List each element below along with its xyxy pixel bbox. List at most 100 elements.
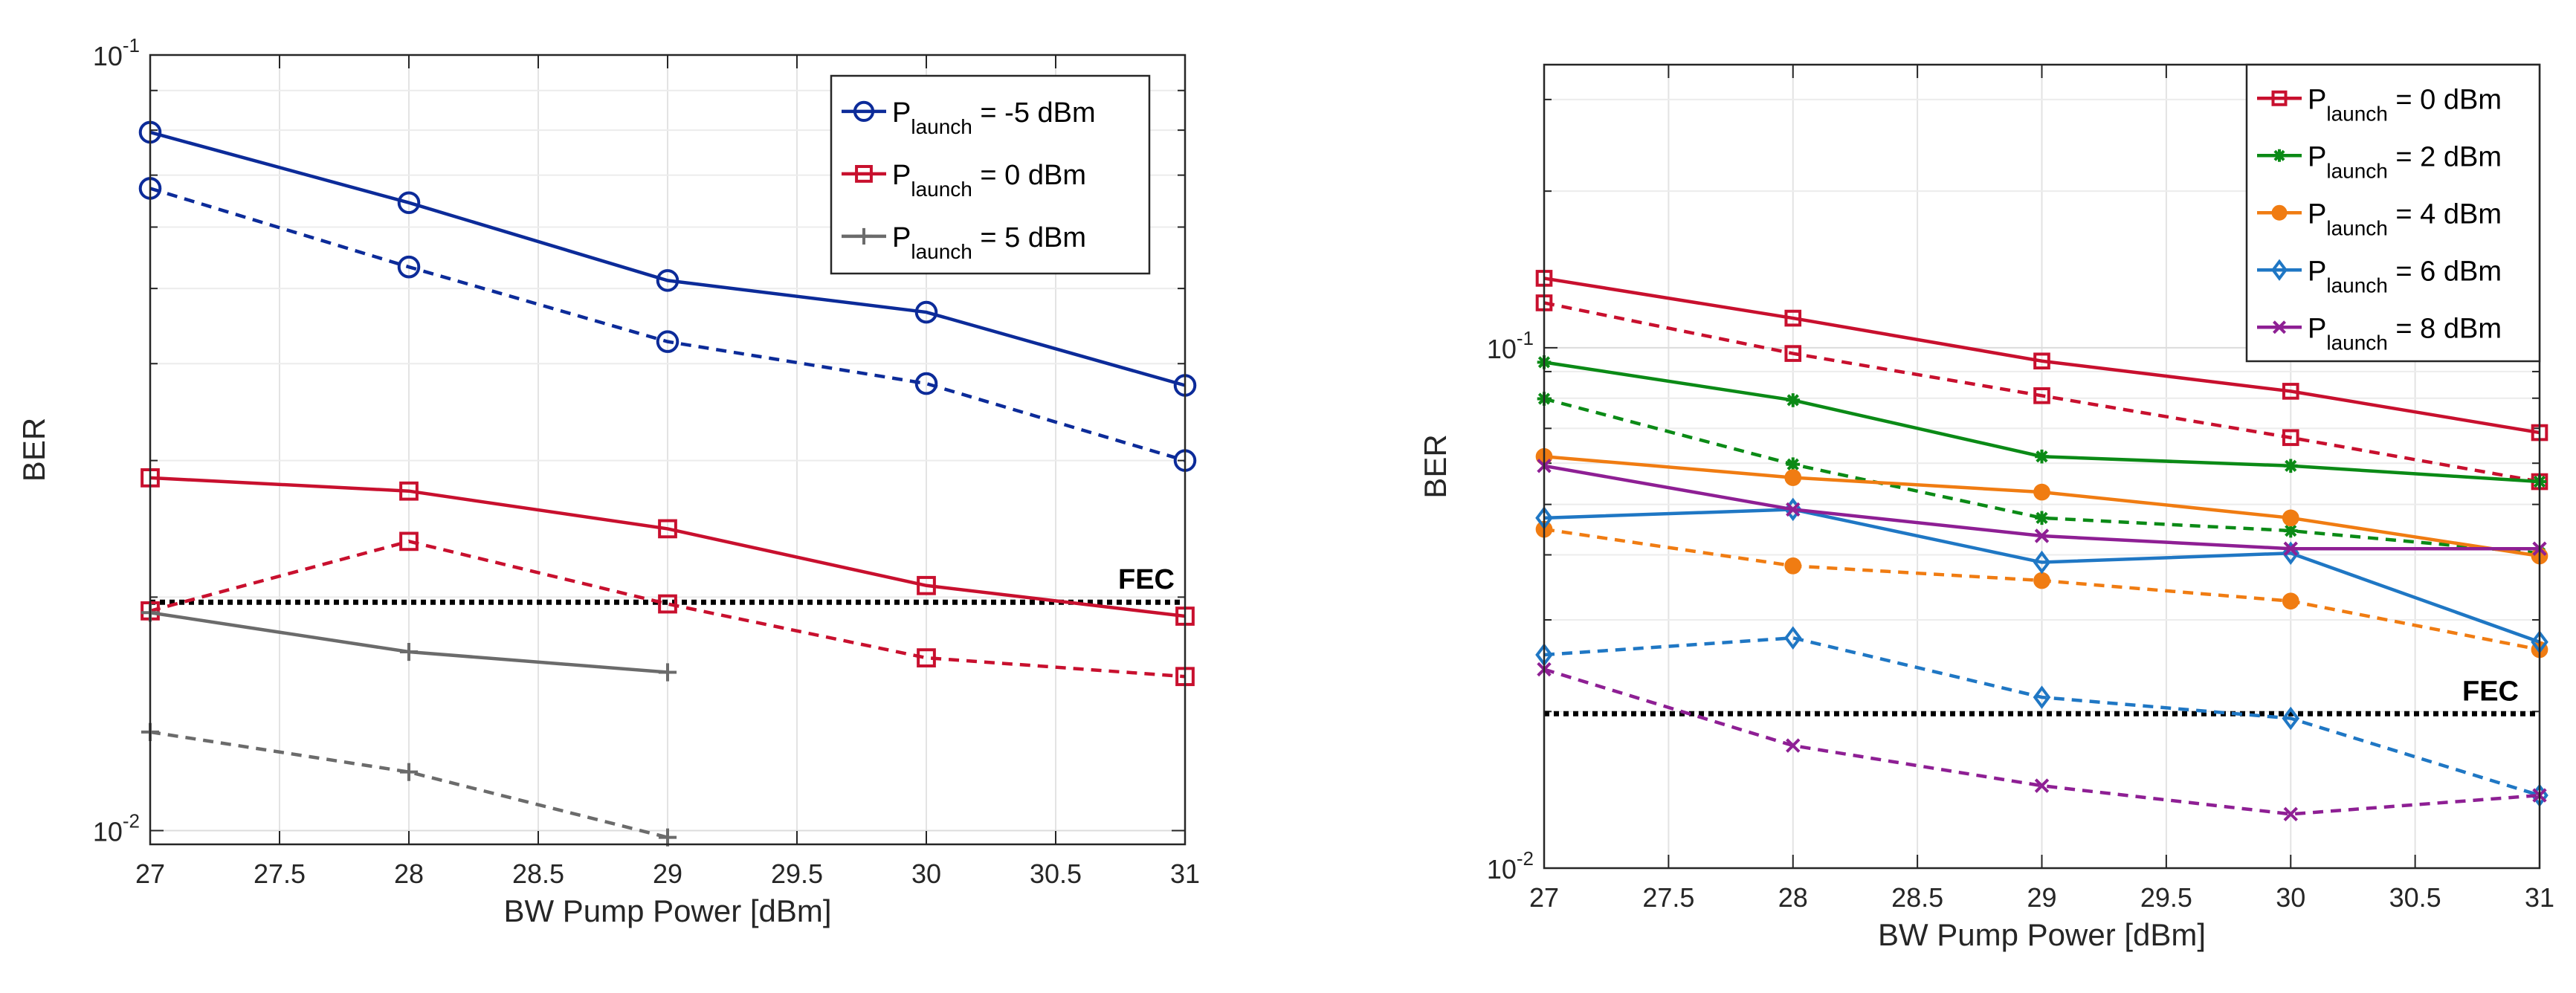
legend-label-rest: = 4 dBm (2388, 198, 2502, 230)
y-tick-exponent: -2 (1517, 847, 1534, 870)
legend-label-sub: launch (2326, 331, 2388, 354)
series-p-launch-2-dbm (1537, 355, 2547, 489)
data-point (397, 255, 421, 279)
legend-label-main: P (2308, 84, 2326, 115)
legend-label-main: P (2308, 198, 2326, 230)
axes-box (1543, 63, 2541, 870)
legend-label-main: P (2308, 256, 2326, 287)
x-tick-label: 30 (2276, 882, 2305, 913)
y-tick-mantissa: 10 (1487, 854, 1517, 884)
data-point (2034, 778, 2050, 793)
y-axis-ticks: 10-110-2 (1487, 327, 1534, 884)
x-axis-ticks: 27 27.5 28 28.5 29 29.5 30 30.5 31 (135, 55, 1200, 889)
data-point (2283, 459, 2298, 473)
x-tick-label: 30.5 (1030, 858, 1082, 889)
data-point (2033, 387, 2050, 404)
data-point (2033, 572, 2050, 589)
legend-marker (2271, 259, 2288, 281)
data-point (397, 191, 421, 215)
legend-label-rest: = 0 dBm (972, 160, 1086, 191)
series-line (149, 476, 1186, 618)
legend-label-sub: launch (911, 115, 972, 138)
y-tick-label: 10-1 (1487, 327, 1534, 364)
legend-label: Plaunch = 6 dBm (2308, 256, 2502, 297)
series-line (1543, 397, 2540, 555)
data-point (2282, 706, 2300, 731)
data-point (656, 330, 679, 353)
x-tick-label: 29.5 (771, 858, 823, 889)
legend-label-main: P (892, 160, 911, 191)
legend-marker (2273, 149, 2286, 162)
data-point (2033, 483, 2050, 501)
data-point (399, 481, 419, 501)
legend-item: Plaunch = 8 dBm (2257, 313, 2502, 354)
y-axis-label: BER (1418, 434, 1453, 498)
data-point (658, 828, 677, 847)
legend-item: Plaunch = 2 dBm (2257, 141, 2502, 182)
data-point (2282, 429, 2299, 447)
legend-marker (855, 164, 873, 183)
legend-label-rest: = 0 dBm (2388, 84, 2502, 115)
data-point (2035, 511, 2049, 525)
legend-label-sub: launch (2326, 216, 2388, 239)
data-point (658, 519, 677, 539)
legend-label-rest: = 8 dBm (2388, 313, 2502, 344)
legend-item: Plaunch = 6 dBm (2257, 256, 2502, 297)
legend-item: Plaunch = -5 dBm (842, 97, 1096, 138)
legend-marker (855, 227, 873, 245)
legend-item: Plaunch = 0 dBm (2257, 84, 2502, 125)
legend-label-main: P (2308, 313, 2326, 344)
legend-label-rest: = 6 dBm (2388, 256, 2502, 287)
legend-label: Plaunch = 4 dBm (2308, 198, 2502, 239)
data-point (2282, 383, 2299, 400)
x-tick-label: 28.5 (1891, 882, 1943, 913)
legend-item: Plaunch = 4 dBm (2257, 198, 2502, 239)
y-tick-exponent: -1 (1517, 327, 1534, 349)
series-p-launch-5-dbm (138, 120, 1197, 397)
legend-marker (853, 100, 875, 123)
legend-label-rest: = -5 dBm (972, 97, 1096, 129)
axes-box (149, 54, 1187, 846)
x-axis-label: BW Pump Power [dBm] (503, 893, 831, 928)
y-tick-label: 10-2 (93, 810, 140, 847)
legend-label-main: P (892, 97, 911, 129)
series-line (1543, 301, 2540, 484)
data-point (1786, 502, 1801, 517)
data-point (2283, 541, 2298, 556)
data-point (1786, 738, 1801, 753)
x-tick-label: 30.5 (2389, 882, 2441, 913)
data-point (399, 531, 419, 552)
data-point (1784, 309, 1802, 327)
legend-label: Plaunch = 0 dBm (2308, 84, 2502, 125)
legend-label-sub: launch (2326, 102, 2388, 125)
legend-label-main: P (892, 222, 911, 253)
fec-label: FEC (1118, 564, 1175, 595)
y-tick-mantissa: 10 (93, 41, 123, 71)
legend-label: Plaunch = 8 dBm (2308, 313, 2502, 354)
series-line (1543, 276, 2540, 435)
data-point (2282, 592, 2299, 610)
y-tick-exponent: -1 (123, 34, 140, 56)
series-line (149, 540, 1186, 679)
legend-label-sub: launch (911, 178, 972, 201)
data-point (917, 648, 936, 667)
y-tick-label: 10-1 (93, 34, 140, 71)
series-line (149, 130, 1186, 387)
legend-label-main: P (2308, 141, 2326, 172)
legend-marker (2271, 90, 2288, 106)
x-tick-label: 27.5 (1642, 882, 1694, 913)
data-point (656, 269, 679, 292)
data-point (1784, 469, 1802, 486)
legend-label-sub: launch (2326, 274, 2388, 297)
y-tick-label: 10-2 (1487, 847, 1534, 884)
legend-label-rest: = 5 dBm (972, 222, 1086, 253)
y-axis-ticks: 10-1 10-2 (93, 34, 140, 847)
legend-label: Plaunch = 2 dBm (2308, 141, 2502, 182)
data-point (2035, 449, 2049, 464)
x-tick-label: 27 (135, 858, 165, 889)
data-point (2034, 528, 2050, 543)
series-line (149, 187, 1186, 462)
